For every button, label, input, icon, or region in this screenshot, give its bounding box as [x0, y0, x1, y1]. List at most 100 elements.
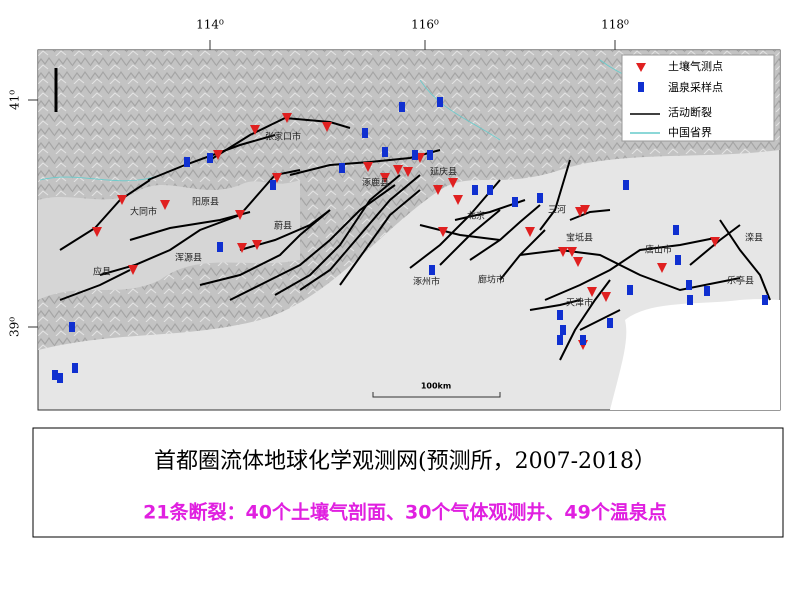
faults: [59, 116, 771, 361]
soil-gas-site: [250, 125, 260, 135]
place: 三河: [548, 204, 566, 216]
caption-subtitle: 21条断裂：40个土壤气剖面、30个气体观测井、49个温泉点: [143, 501, 667, 524]
place: 浑源县: [175, 253, 202, 264]
hot-spring-site: [69, 322, 75, 332]
soil-gas-site: [567, 247, 577, 257]
hot-spring-site: [437, 97, 443, 107]
legend-label: 温泉采样点: [668, 80, 723, 94]
fault: [419, 224, 501, 241]
legend-label: 活动断裂: [668, 105, 712, 119]
soil-gas-site: [363, 162, 373, 172]
hot-spring-site: [623, 180, 629, 190]
soil-gas-site: [438, 227, 448, 237]
place: 涿鹿县: [362, 177, 389, 189]
soil-gas-site: [117, 195, 127, 205]
hot-spring-site: [557, 310, 563, 320]
sea: [610, 299, 780, 410]
fault: [59, 269, 131, 301]
hot-spring-site: [557, 335, 563, 345]
hot-spring-site: [270, 180, 276, 190]
hot-spring-site: [687, 295, 693, 305]
fault: [529, 299, 581, 311]
soil-gas-site: [213, 150, 223, 160]
hot-spring-site: [184, 157, 190, 167]
soil-gas-site: [580, 205, 590, 215]
scale-bar: 100km: [372, 382, 501, 398]
soil-gas-site: [252, 240, 262, 250]
hot-spring-site: [627, 285, 633, 295]
soil-gas-site: [380, 173, 390, 183]
scale-label: 100km: [421, 382, 451, 391]
hot-spring-site: [704, 286, 710, 296]
soil-gas-site: [453, 195, 463, 205]
place: 天津市: [566, 297, 593, 309]
place: 大同市: [130, 206, 157, 218]
legend: 土壤气测点 温泉采样点 活动断裂 中国省界: [621, 54, 775, 142]
fault: [544, 237, 716, 301]
legend-triangle: [636, 63, 646, 72]
fault: [339, 189, 421, 286]
lon-label: 116⁰: [411, 18, 439, 32]
place: 蔚县: [274, 220, 292, 232]
lon-label: 118⁰: [601, 18, 629, 32]
soil-gas-site: [558, 247, 568, 257]
soil-gas-site: [573, 257, 583, 267]
hot-spring-site: [207, 153, 213, 163]
hot-spring-site: [362, 128, 368, 138]
soil-gas-site: [272, 173, 282, 183]
soil-gas-site: [710, 237, 720, 247]
place: 廊坊市: [478, 274, 505, 286]
hot-spring-site: [339, 163, 345, 173]
place: 张家口市: [265, 131, 301, 143]
soil-gas-site: [403, 167, 413, 177]
soil-gas-site: [235, 210, 245, 220]
fault: [539, 159, 571, 231]
soil-gas-site: [587, 287, 597, 297]
soil-gas-site: [657, 263, 667, 273]
hot-spring-site: [52, 370, 58, 380]
fault: [409, 179, 501, 269]
caption-box: [32, 427, 784, 538]
place: 唐山市: [645, 244, 672, 256]
soil-gas-site: [393, 165, 403, 175]
fault: [689, 224, 741, 266]
hot-spring-site: [472, 185, 478, 195]
markers: [52, 97, 768, 383]
hot-spring-site: [412, 150, 418, 160]
soil-gas-site: [160, 200, 170, 210]
scale-line: [372, 392, 501, 398]
place: 阳原县: [192, 197, 219, 208]
hot-spring-site: [217, 242, 223, 252]
hot-spring-site: [675, 255, 681, 265]
lon-label: 114⁰: [196, 18, 224, 32]
fault: [579, 309, 621, 331]
place: 宝坻县: [566, 232, 593, 244]
hot-spring-site: [686, 280, 692, 290]
place: 应县: [93, 266, 111, 278]
hot-spring-site: [673, 225, 679, 235]
place: 乐亭县: [727, 275, 754, 287]
fault: [719, 219, 771, 301]
fault: [469, 204, 541, 261]
hot-spring-site: [429, 265, 435, 275]
caption-title: 首都圈流体地球化学观测网(预测所，2007-2018）: [154, 449, 656, 474]
fault: [559, 279, 611, 361]
soil-gas-site: [128, 265, 138, 275]
place: 滦县: [745, 232, 763, 244]
fault: [299, 174, 421, 291]
fault: [569, 209, 611, 221]
soil-gas-site: [525, 227, 535, 237]
soil-gas-site: [448, 178, 458, 188]
fault: [199, 209, 331, 286]
fault: [129, 211, 251, 241]
hot-spring-site: [580, 335, 586, 345]
place: 涿州市: [413, 276, 440, 288]
soil-gas-site: [92, 227, 102, 237]
legend-box: [621, 54, 775, 142]
hot-spring-site: [72, 363, 78, 373]
hot-spring-site: [537, 193, 543, 203]
legend-spring: [638, 82, 644, 92]
lat-label: 39⁰: [8, 317, 22, 337]
